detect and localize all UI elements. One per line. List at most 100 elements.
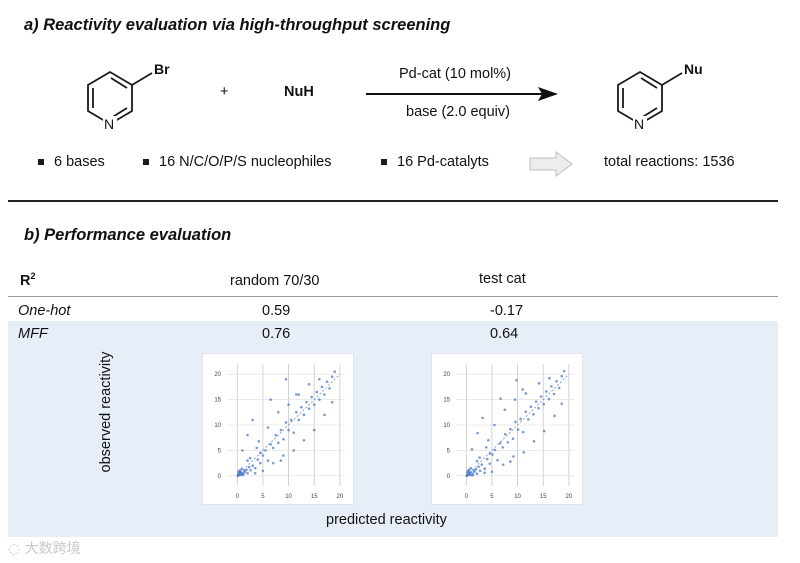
plus-sign: +: [220, 84, 229, 100]
data-point: [493, 448, 497, 452]
mff-highlight: [8, 321, 778, 537]
data-point: [476, 431, 479, 435]
data-point: [483, 471, 487, 475]
data-point: [515, 378, 518, 382]
data-point: [499, 397, 502, 400]
data-point: [312, 428, 316, 432]
data-point: [318, 398, 321, 401]
data-point: [469, 466, 473, 470]
data-point: [488, 462, 492, 465]
section-divider: [8, 200, 778, 202]
data-point: [310, 395, 313, 399]
data-point: [472, 468, 476, 472]
data-point: [253, 471, 257, 475]
x-tick-label: 20: [337, 494, 344, 500]
data-point: [259, 461, 262, 465]
r2-header: R2: [20, 271, 36, 289]
product-3-substituted-pyridine: N Nu: [617, 61, 703, 132]
row-onehot-name: One-hot: [18, 303, 71, 319]
condition-catalyst: Pd-cat (10 mol%): [399, 66, 512, 82]
data-point: [539, 395, 543, 398]
data-point: [312, 403, 316, 406]
data-point: [264, 449, 267, 452]
x-tick-label: 10: [514, 494, 521, 500]
y-tick-label: 15: [443, 398, 450, 404]
data-point: [491, 453, 494, 456]
y-tick-label: 10: [443, 423, 450, 429]
data-point: [481, 416, 484, 420]
bullet-bases: 6 bases: [38, 154, 105, 170]
data-point: [477, 465, 480, 468]
data-point: [282, 437, 285, 441]
bullet-marker: [381, 159, 387, 165]
data-point: [302, 438, 306, 442]
data-point: [323, 413, 326, 417]
data-point: [534, 400, 538, 403]
data-point: [320, 385, 324, 389]
data-point: [261, 454, 265, 457]
data-point: [284, 377, 288, 381]
data-point: [512, 455, 515, 458]
data-point: [498, 442, 502, 445]
data-point: [330, 400, 334, 404]
data-point: [501, 446, 504, 449]
data-point: [544, 390, 548, 393]
data-point: [532, 439, 536, 443]
ring-nitrogen-label: N: [104, 116, 114, 132]
data-point: [266, 459, 270, 462]
data-point: [249, 468, 252, 472]
x-tick-label: 5: [490, 494, 494, 500]
x-tick-label: 20: [566, 494, 573, 500]
data-point: [292, 449, 295, 452]
bromo-label: Br: [154, 61, 170, 77]
row-mff-name: MFF: [18, 326, 48, 342]
data-point: [246, 459, 249, 462]
column-random-header: random 70/30: [230, 273, 320, 289]
data-point: [271, 461, 275, 465]
table-header-rule: [8, 296, 778, 297]
data-point: [277, 441, 280, 445]
data-point: [542, 402, 546, 406]
data-point: [490, 470, 494, 474]
x-tick-label: 15: [540, 494, 547, 500]
data-point: [542, 429, 546, 433]
data-point: [307, 407, 311, 411]
data-point: [471, 474, 474, 477]
data-point: [251, 464, 254, 467]
data-point: [524, 392, 528, 395]
data-point: [241, 473, 245, 477]
y-tick-label: 0: [218, 474, 222, 480]
data-point: [514, 420, 517, 424]
data-point: [537, 406, 540, 410]
data-point: [488, 452, 492, 455]
condition-base: base (2.0 equiv): [406, 104, 510, 120]
data-point: [465, 474, 469, 478]
data-point: [297, 393, 301, 396]
data-point: [529, 405, 533, 408]
r2-superscript: 2: [30, 271, 36, 281]
data-point: [325, 380, 329, 384]
data-point: [282, 454, 285, 457]
data-point: [513, 398, 517, 401]
data-point: [560, 402, 563, 405]
reaction-arrow: [366, 87, 558, 101]
data-point: [256, 458, 260, 461]
data-point: [511, 437, 515, 441]
data-point: [516, 428, 520, 431]
data-point: [284, 421, 288, 424]
data-point: [247, 465, 251, 469]
data-point: [302, 413, 306, 417]
data-point: [274, 433, 278, 437]
data-point: [478, 469, 482, 473]
data-point: [503, 408, 507, 412]
bullet-catalysts-text: 16 Pd-catalyts: [397, 154, 489, 170]
data-point: [279, 459, 283, 462]
data-point: [467, 470, 471, 474]
data-point: [485, 457, 489, 461]
data-point: [562, 369, 566, 373]
product-nitrogen-label: N: [634, 116, 644, 132]
data-point: [271, 446, 275, 450]
y-tick-label: 5: [218, 448, 222, 454]
data-point: [305, 400, 308, 404]
x-tick-label: 5: [261, 494, 265, 500]
